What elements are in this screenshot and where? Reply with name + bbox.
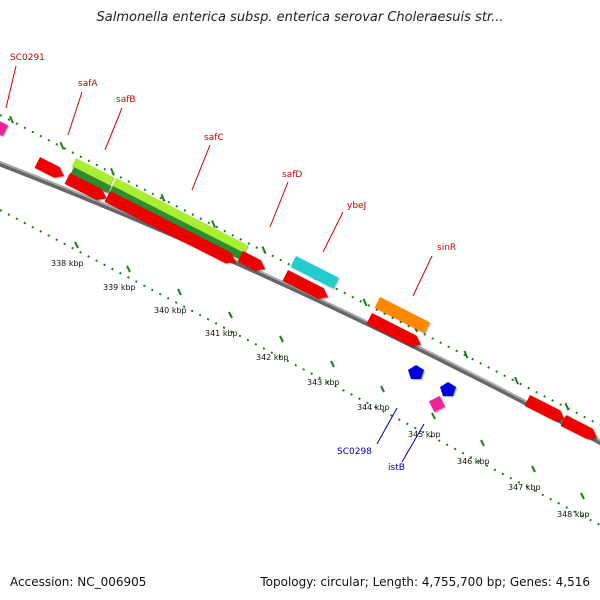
gene-label-sc0291[interactable]: SC0291: [10, 53, 45, 63]
gene-label-ybej[interactable]: ybeJ: [347, 201, 366, 211]
gene-block-ybej[interactable]: [290, 256, 339, 289]
gene-block-sinr[interactable]: [374, 297, 430, 334]
outer-major-tick: [463, 350, 469, 359]
kbp-tick-label: 348 kbp: [557, 510, 590, 519]
outer-major-tick: [211, 220, 216, 228]
inner-major-ticks: [74, 241, 585, 500]
arrow-gene-7[interactable]: [524, 395, 568, 425]
gene-label-sinr[interactable]: sinR: [437, 243, 456, 253]
inner-major-tick: [126, 265, 131, 273]
gene-labels: SC0291 safA safB safC safD ybeJ sinR SC0298 istB: [10, 53, 456, 473]
gene-block-safb-safc[interactable]: [111, 178, 248, 255]
arrow-gene-2[interactable]: [64, 173, 110, 204]
outer-major-tick: [564, 402, 570, 411]
arrow-gene-1[interactable]: [34, 157, 67, 181]
kbp-tick-label: 344 kbp: [357, 403, 390, 412]
arrow-gene-4[interactable]: [237, 251, 268, 274]
outer-major-tick: [160, 194, 166, 202]
gene-block-safa[interactable]: [71, 158, 114, 186]
outer-major-tick: [9, 115, 14, 124]
kbp-tick-label: 345 kbp: [408, 430, 441, 439]
forward-arrows: [34, 157, 600, 443]
kbp-tick-label: 343 kbp: [307, 378, 340, 387]
inner-major-tick: [330, 360, 335, 368]
gene-label-safa[interactable]: safA: [78, 79, 98, 89]
kbp-tick-label: 346 kbp: [457, 457, 490, 466]
inner-major-tick: [228, 311, 233, 319]
inner-major-tick: [279, 335, 284, 343]
arrow-gene-6[interactable]: [366, 313, 424, 350]
reverse-features: [408, 365, 456, 413]
kbp-tick-label: 339 kbp: [103, 283, 136, 292]
gene-label-istb[interactable]: istB: [388, 463, 405, 473]
gene-block-sc0298[interactable]: [408, 365, 424, 379]
forward-features: [0, 119, 430, 334]
inner-tick-track: [0, 209, 600, 526]
inner-major-tick: [431, 412, 436, 420]
gene-block-blue-2[interactable]: [440, 382, 456, 396]
outer-major-tick: [59, 141, 65, 150]
gene-block-sc0291[interactable]: [0, 119, 9, 137]
gene-block-istb[interactable]: [428, 395, 446, 413]
kbp-tick-label: 338 kbp: [51, 259, 84, 268]
arrow-gene-8[interactable]: [560, 415, 600, 443]
accession-text: Accession: NC_006905: [10, 575, 147, 589]
inner-major-tick: [531, 465, 536, 473]
kbp-tick-label: 340 kbp: [154, 306, 187, 315]
inner-major-tick: [74, 241, 79, 249]
inner-major-tick: [380, 385, 385, 393]
inner-major-tick: [580, 492, 585, 500]
outer-major-tick: [362, 298, 368, 307]
label-leaders: [5, 65, 433, 463]
outer-major-tick: [261, 246, 267, 255]
gene-label-sc0298[interactable]: SC0298: [337, 447, 372, 457]
gene-label-safd[interactable]: safD: [282, 170, 302, 180]
topology-summary: Topology: circular; Length: 4,755,700 bp…: [260, 575, 590, 589]
arrow-gene-3[interactable]: [104, 191, 239, 267]
outer-major-ticks: [9, 115, 570, 411]
kbp-tick-label: 342 kbp: [256, 353, 289, 362]
gene-block-safc-dark[interactable]: [109, 186, 247, 262]
map-title: Salmonella enterica subsp. enterica sero…: [96, 10, 504, 25]
gene-label-safc[interactable]: safC: [204, 133, 224, 143]
gene-block-safa-dark[interactable]: [70, 167, 112, 194]
gene-label-safb[interactable]: safB: [116, 95, 136, 105]
inner-major-tick: [480, 439, 485, 447]
kbp-tick-label: 347 kbp: [508, 483, 541, 492]
kbp-tick-label: 341 kbp: [205, 329, 238, 338]
outer-major-tick: [514, 376, 519, 385]
inner-major-tick: [177, 288, 182, 296]
outer-major-tick: [110, 167, 115, 176]
genome-backbone: [0, 160, 600, 446]
arrow-gene-5[interactable]: [282, 270, 331, 302]
kbp-tick-labels: 338 kbp 339 kbp 340 kbp 341 kbp 342 kbp 343 k…: [51, 259, 590, 519]
